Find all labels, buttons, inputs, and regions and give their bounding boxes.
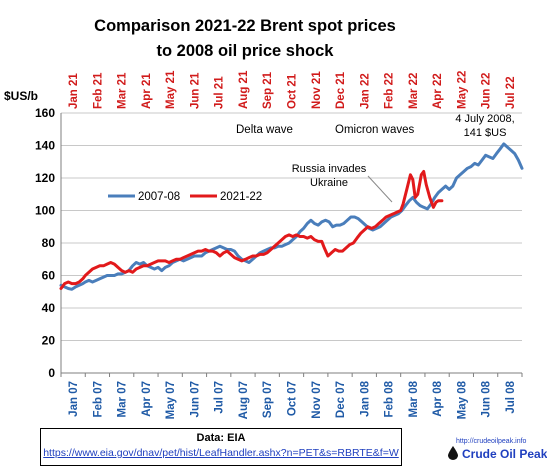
y-tick-label: 0 bbox=[48, 366, 55, 380]
annotation-peak-line2: 141 $US bbox=[464, 127, 507, 139]
x-bottom-tick-labels: Jan 07 Feb 07 Mar 07 Apr 07 May 07 Jun 07 Jul … bbox=[68, 380, 517, 419]
source-label: Data: EIA bbox=[196, 432, 246, 444]
x-top-tick-label: May 22 bbox=[456, 71, 468, 109]
x-top-tick-label: Jul 21 bbox=[214, 76, 226, 109]
x-top-tick-label: Apr 22 bbox=[432, 73, 444, 109]
source-link[interactable]: https://www.eia.gov/dnav/pet/hist/LeafHa… bbox=[43, 447, 399, 459]
gridlines bbox=[61, 112, 522, 341]
y-tick-label: 140 bbox=[35, 139, 55, 153]
x-bottom-tick-label: Jul 07 bbox=[214, 381, 226, 414]
oil-drop-icon bbox=[448, 446, 458, 460]
logo-url: http://crudeoilpeak.info bbox=[456, 438, 527, 445]
logo-name: Crude Oil Peak bbox=[462, 447, 547, 461]
annotation-russia-line1: Russia invades bbox=[292, 163, 367, 175]
y-tick-label: 60 bbox=[42, 269, 56, 283]
chart-title-line2: to 2008 oil price shock bbox=[157, 42, 335, 60]
y-tick-label: 80 bbox=[42, 236, 56, 250]
x-bottom-tick-label: Sep 07 bbox=[262, 381, 274, 418]
x-bottom-tick-label: Jul 08 bbox=[505, 380, 517, 413]
x-top-tick-label: Mar 21 bbox=[117, 72, 129, 109]
x-bottom-tick-label: Apr 08 bbox=[432, 380, 444, 416]
x-top-tick-label: Sep 21 bbox=[262, 71, 274, 109]
x-top-tick-label: Aug 21 bbox=[238, 70, 250, 109]
x-bottom-tick-label: Mar 07 bbox=[117, 381, 129, 417]
y-tick-labels: 0 20 40 60 80 100 120 140 160 bbox=[35, 106, 55, 380]
x-bottom-tick-label: Jan 08 bbox=[359, 380, 371, 416]
x-top-tick-label: Feb 22 bbox=[384, 73, 396, 109]
y-axis-label: $US/b bbox=[4, 89, 38, 103]
x-bottom-tick-label: Apr 07 bbox=[141, 381, 153, 417]
x-bottom-tick-label: May 08 bbox=[456, 380, 468, 419]
y-tick-label: 40 bbox=[42, 301, 56, 315]
y-tick-label: 20 bbox=[42, 334, 56, 348]
x-top-tick-label: Dec 21 bbox=[335, 71, 347, 109]
x-top-tick-label: Apr 21 bbox=[141, 73, 153, 109]
x-bottom-tick-label: Jun 07 bbox=[189, 381, 201, 417]
source-box: Data: EIA https://www.eia.gov/dnav/pet/h… bbox=[40, 428, 402, 466]
x-top-tick-label: Oct 21 bbox=[287, 73, 299, 109]
x-top-tick-label: Jan 21 bbox=[68, 73, 80, 109]
x-top-tick-label: Jun 22 bbox=[481, 73, 493, 109]
x-bottom-tick-label: Jun 08 bbox=[481, 380, 493, 417]
legend-label-2021-22: 2021-22 bbox=[220, 191, 262, 203]
x-top-tick-label: Feb 21 bbox=[92, 72, 104, 109]
y-tick-label: 160 bbox=[35, 106, 55, 120]
x-top-tick-label: Nov 21 bbox=[311, 71, 323, 109]
annotation-russia-line2: Ukraine bbox=[310, 177, 348, 189]
annotations: Delta wave Omicron waves Russia invades … bbox=[236, 113, 515, 203]
annotation-omicron-waves: Omicron waves bbox=[335, 124, 414, 136]
x-bottom-tick-label: Feb 07 bbox=[92, 381, 104, 417]
x-bottom-tick-label: May 07 bbox=[165, 381, 177, 419]
x-top-tick-label: Jul 22 bbox=[505, 76, 517, 109]
x-bottom-tick-label: Jan 07 bbox=[68, 381, 80, 417]
series-line-2007-08 bbox=[59, 142, 524, 291]
x-bottom-tick-label: Feb 08 bbox=[384, 380, 396, 417]
chart-title-line1: Comparison 2021-22 Brent spot prices bbox=[94, 17, 396, 35]
x-top-tick-labels: Jan 21 Feb 21 Mar 21 Apr 21 May 21 Jun 21 Jul … bbox=[68, 70, 517, 109]
x-top-tick-label: Jun 21 bbox=[189, 72, 201, 109]
legend: 2007-08 2021-22 bbox=[108, 191, 262, 203]
x-bottom-tick-label: Aug 07 bbox=[238, 381, 250, 419]
legend-label-2007-08: 2007-08 bbox=[138, 191, 180, 203]
x-bottom-tick-label: Oct 07 bbox=[287, 381, 299, 416]
annotation-russia-pointer bbox=[367, 175, 393, 203]
x-bottom-tick-label: Dec 07 bbox=[335, 381, 347, 418]
y-tick-label: 120 bbox=[35, 171, 55, 185]
crude-oil-peak-logo: http://crudeoilpeak.info Crude Oil Peak bbox=[448, 438, 547, 468]
y-tick-label: 100 bbox=[35, 204, 55, 218]
annotation-delta-wave: Delta wave bbox=[236, 124, 293, 136]
x-top-tick-label: Jan 22 bbox=[359, 73, 371, 109]
x-top-tick-label: May 21 bbox=[165, 70, 177, 109]
series-line-2021-22 bbox=[59, 170, 444, 290]
series-lines bbox=[59, 142, 524, 291]
annotation-peak-line1: 4 July 2008, bbox=[455, 113, 514, 125]
axes bbox=[60, 113, 523, 377]
x-bottom-tick-label: Nov 07 bbox=[311, 381, 323, 419]
x-bottom-tick-label: Mar 08 bbox=[408, 380, 420, 417]
x-top-tick-label: Mar 22 bbox=[408, 73, 420, 109]
